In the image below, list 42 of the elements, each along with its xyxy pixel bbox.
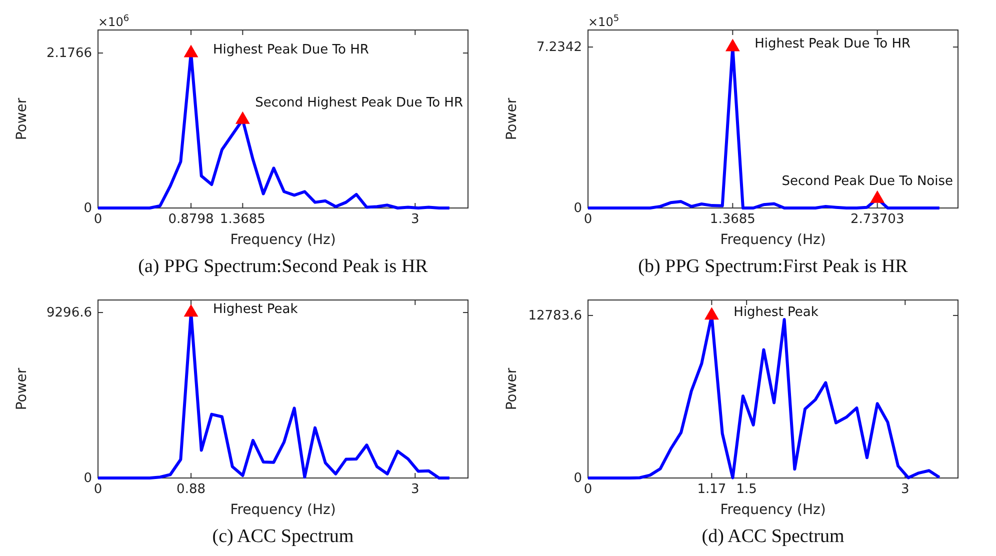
x-tick-label: 1.3685 <box>220 212 266 228</box>
x-tick-label: 3 <box>411 212 420 228</box>
y-tick-label: 2.1766 <box>46 46 92 62</box>
x-tick-label: 3 <box>901 482 910 498</box>
y-tick-label: 7.2342 <box>536 40 582 56</box>
text: ×10$^{5}$ <box>588 14 620 29</box>
x-axis-title: Frequency (Hz) <box>720 502 826 518</box>
text: (c) ACC Spectrum <box>212 526 354 547</box>
y-tick-label: 9296.6 <box>46 306 92 321</box>
y-tick-label: 0 <box>574 471 582 486</box>
x-tick-label: 0 <box>94 482 102 498</box>
text: (b) PPG Spectrum:First Peak is HR <box>638 256 908 277</box>
y-tick-label: 0 <box>84 471 92 486</box>
annotation: Highest Peak Due To HR <box>213 42 369 58</box>
x-tick-label: 0 <box>94 212 102 228</box>
annotation: Second Highest Peak Due To HR <box>255 95 463 110</box>
x-tick-label: 1.3685 <box>710 212 756 228</box>
text: (a) PPG Spectrum:Second Peak is HR <box>138 256 428 277</box>
y-tick-label: 0 <box>84 201 92 216</box>
x-tick-label: 0 <box>584 482 592 498</box>
text: (d) ACC Spectrum <box>702 526 844 547</box>
y-tick-label: 12783.6 <box>528 308 582 324</box>
x-tick-label: 1.5 <box>736 482 757 498</box>
y-axis-title: Power <box>14 368 30 410</box>
text: ×10$^{6}$ <box>98 14 130 29</box>
x-tick-label: 3 <box>411 482 420 498</box>
x-tick-label: 2.73703 <box>850 212 904 228</box>
x-tick-label: 0.8798 <box>168 212 214 228</box>
y-axis-title: Power <box>504 98 520 140</box>
x-tick-label: 0.88 <box>176 482 206 498</box>
x-axis-title: Frequency (Hz) <box>230 502 336 518</box>
y-axis-title: Power <box>504 368 520 410</box>
annotation: Highest Peak <box>213 302 298 318</box>
y-tick-label: 0 <box>574 201 582 216</box>
y-axis-title: Power <box>14 98 30 140</box>
annotation: Highest Peak Due To HR <box>754 36 911 52</box>
x-tick-label: 1.17 <box>697 482 726 498</box>
x-axis-title: Frequency (Hz) <box>720 232 826 248</box>
annotation: Highest Peak <box>734 305 819 320</box>
annotation: Second Peak Due To Noise <box>782 174 953 190</box>
x-tick-label: 0 <box>584 212 592 228</box>
x-axis-title: Frequency (Hz) <box>230 232 336 248</box>
